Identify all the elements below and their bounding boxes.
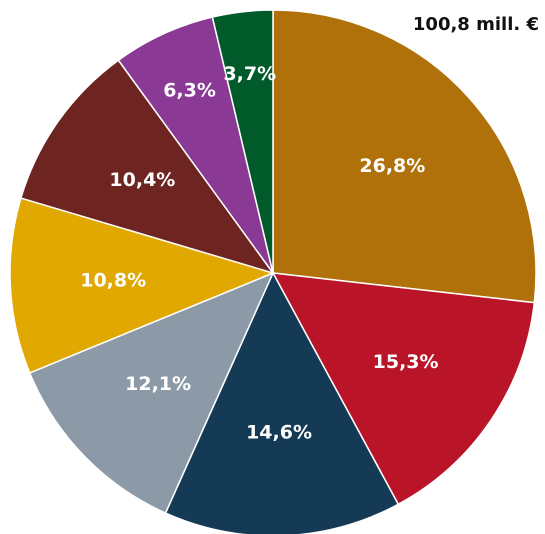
slice-label-3: 14,6%	[246, 421, 312, 443]
pie-slice-5	[9, 197, 276, 374]
slice-label-2: 15,3%	[373, 351, 439, 373]
slice-label-7: 6,3%	[163, 80, 216, 102]
slice-label-5: 10,8%	[80, 270, 146, 292]
slice-label-4: 12,1%	[125, 373, 191, 395]
pie-slice-4	[28, 271, 275, 515]
pie-slice-2	[271, 272, 536, 506]
pie-slice-8	[211, 9, 274, 274]
slice-label-6: 10,4%	[109, 169, 175, 191]
slice-label-8: 3,7%	[223, 63, 276, 85]
slice-label-1: 26,8%	[359, 155, 425, 177]
total-amount-label: 100,8 mill. €	[412, 14, 539, 35]
pie-slice-1	[272, 9, 537, 304]
pie-slice-3	[164, 271, 400, 534]
pie-slice-6	[19, 59, 275, 275]
